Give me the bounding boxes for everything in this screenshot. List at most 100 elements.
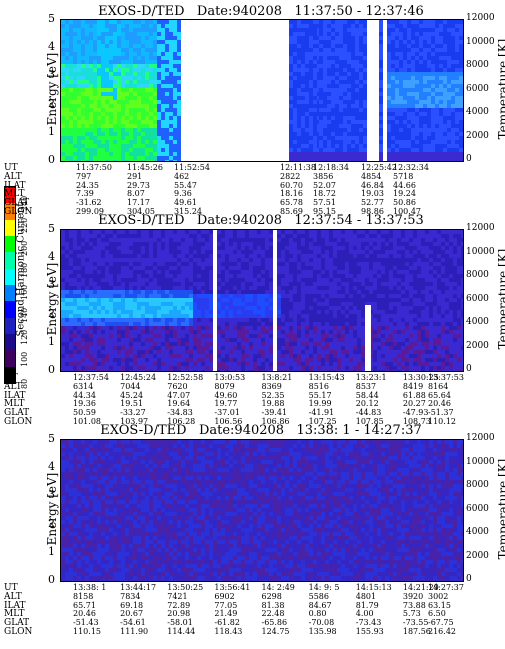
spectrogram-cell: [185, 294, 189, 298]
spectrogram-cell: [161, 262, 165, 266]
spectrogram-cell: [117, 330, 121, 334]
spectrogram-cell: [237, 342, 241, 346]
spectrogram-cell: [301, 298, 305, 302]
spectrogram-cell: [305, 334, 309, 338]
spectrogram-cell: [395, 136, 399, 140]
spectrogram-cell: [185, 346, 189, 350]
spectrogram-cell: [197, 362, 201, 366]
spectrogram-cell: [137, 310, 141, 314]
spectrogram-cell: [297, 334, 301, 338]
spectrogram-cell: [125, 302, 129, 306]
spectrogram-cell: [301, 302, 305, 306]
spectrogram-cell: [269, 350, 273, 354]
spectrogram-cell: [113, 60, 117, 64]
spectrogram-cell: [89, 32, 93, 36]
spectrogram-cell: [229, 318, 233, 322]
spectrogram-cell: [125, 116, 129, 120]
spectrogram-cell: [177, 350, 181, 354]
spectrogram-cell: [185, 266, 189, 270]
spectrogram-cell: [129, 24, 133, 28]
spectrogram-cell: [65, 88, 69, 92]
spectrogram-cell: [379, 96, 383, 100]
spectrogram-cell: [165, 144, 169, 148]
spectrogram-cell: [293, 24, 297, 28]
spectrogram-cell: [439, 136, 443, 140]
spectrogram-cell: [93, 346, 97, 350]
spectrogram-cell: [343, 64, 347, 68]
spectrogram-cell: [65, 338, 69, 342]
spectrogram-cell: [451, 160, 455, 164]
spectrogram-cell: [165, 354, 169, 358]
spectrogram-cell: [403, 144, 407, 148]
spectrogram-cell: [343, 108, 347, 112]
spectrogram-cell: [257, 358, 261, 362]
spectrogram-cell: [101, 274, 105, 278]
spectrogram-cell: [177, 290, 181, 294]
spectrogram-cell: [293, 160, 297, 164]
spectrogram-cell: [113, 156, 117, 160]
spectrogram-cell: [173, 96, 177, 100]
spectrogram-cell: [85, 104, 89, 108]
spectrogram-cell: [297, 298, 301, 302]
spectrogram-cell: [81, 92, 85, 96]
spectrogram-cell: [269, 354, 273, 358]
spectrogram-cell: [133, 282, 137, 286]
spectrogram-cell: [331, 20, 335, 24]
spectrogram-cell: [387, 132, 391, 136]
spectrogram-cell: [97, 64, 101, 68]
spectrogram-cell: [309, 56, 313, 60]
spectrogram-cell: [93, 230, 97, 234]
spectrogram-cell: [93, 350, 97, 354]
spectrogram-cell: [145, 322, 149, 326]
spectrogram-cell: [181, 266, 185, 270]
spectrogram-cell: [161, 342, 165, 346]
spectrogram-cell: [313, 242, 317, 246]
spectrogram-cell: [309, 100, 313, 104]
spectrogram-cell: [277, 254, 281, 258]
spectrogram-cell: [265, 262, 269, 266]
spectrogram-cell: [309, 294, 313, 298]
spectrogram-cell: [201, 230, 205, 234]
spectrogram-cell: [443, 156, 447, 160]
spectrogram-cell: [301, 28, 305, 32]
spectrogram-cell: [293, 286, 297, 290]
spectrogram-cell: [331, 144, 335, 148]
spectrogram-cell: [117, 314, 121, 318]
spectrogram-cell: [85, 250, 89, 254]
spectrogram-cell: [121, 136, 125, 140]
spectrogram-cell: [305, 40, 309, 44]
spectrogram-cell: [423, 24, 427, 28]
spectrogram-cell: [319, 68, 323, 72]
spectrogram-cell: [249, 326, 253, 330]
spectrogram-cell: [189, 290, 193, 294]
spectrogram-cell: [173, 326, 177, 330]
spectrogram-cell: [77, 290, 81, 294]
spectrogram-cell: [249, 342, 253, 346]
spectrogram-cell: [145, 306, 149, 310]
spectrogram-cell: [89, 140, 93, 144]
spectrogram-cell: [137, 64, 141, 68]
spectrogram-cell: [399, 20, 403, 24]
spectrogram-cell: [327, 64, 331, 68]
spectrogram-cell: [301, 306, 305, 310]
spectrogram-cell: [305, 354, 309, 358]
spectrogram-cell: [97, 152, 101, 156]
spectrogram-cell: [305, 144, 309, 148]
spectrogram-cell: [217, 346, 221, 350]
spectrogram-cell: [161, 36, 165, 40]
spectrogram-cell: [289, 254, 293, 258]
spectrogram-cell: [217, 330, 221, 334]
spectrogram-cell: [209, 250, 213, 254]
spectrogram-cell: [309, 48, 313, 52]
spectrogram-cell: [233, 326, 237, 330]
spectrogram-cell: [149, 254, 153, 258]
spectrogram-cell: [161, 96, 165, 100]
spectrogram-cell: [309, 128, 313, 132]
spectrogram-cell: [313, 104, 317, 108]
spectrogram-cell: [459, 124, 463, 128]
spectrogram-cell: [335, 128, 339, 132]
spectrogram-cell: [321, 270, 325, 274]
spectrogram-cell: [209, 242, 213, 246]
spectrogram-cell: [313, 152, 317, 156]
spectrogram-cell: [301, 258, 305, 262]
